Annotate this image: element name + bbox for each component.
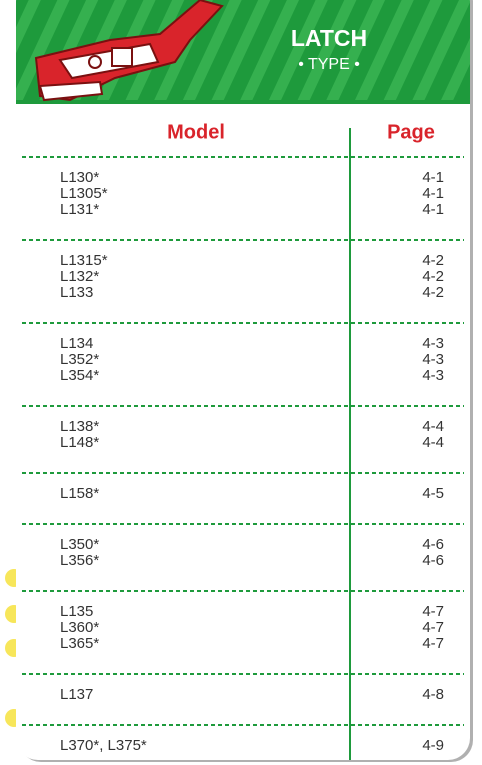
page-cell: 4-9 [422,737,444,754]
model-cell: L135 [60,603,93,620]
page: LATCH • TYPE • Model Page L130* 4-1 L1305*… [0,0,482,765]
page-cell: 4-1 [422,201,444,218]
model-cell: L130* [60,169,99,186]
model-cell: L1315* [60,252,108,269]
page-cell: 4-2 [422,252,444,269]
page-cell: 4-4 [422,418,444,435]
model-cell: L360* [60,619,99,636]
model-cell: L350* [60,536,99,553]
page-cell: 4-6 [422,536,444,553]
model-cell: L370*, L375* [60,737,147,754]
page-cell: 4-4 [422,434,444,451]
model-cell: L365* [60,635,99,652]
page-cell: 4-1 [422,169,444,186]
page-cell: 4-3 [422,335,444,352]
model-cell: L352* [60,351,99,368]
model-cell: L138* [60,418,99,435]
model-cell: L131* [60,201,99,218]
page-cell: 4-7 [422,635,444,652]
page-cell: 4-6 [422,552,444,569]
model-cell: L158* [60,485,99,502]
model-cell: L356* [60,552,99,569]
page-cell: 4-3 [422,351,444,368]
page-cell: 4-2 [422,268,444,285]
header-subtitle: • TYPE • [298,56,360,73]
page-cell: 4-8 [422,686,444,703]
header-title: LATCH [291,25,367,51]
page-cell: 4-2 [422,284,444,301]
model-cell: L137 [60,686,93,703]
model-cell: L1305* [60,185,108,202]
model-cell: L354* [60,367,99,384]
header-edge [0,100,482,104]
page-cell: 4-7 [422,603,444,620]
page-cell: 4-3 [422,367,444,384]
model-cell: L133 [60,284,93,301]
page-cell: 4-1 [422,185,444,202]
model-cell: L134 [60,335,93,352]
model-cell: L148* [60,434,99,451]
model-cell: L132* [60,268,99,285]
page-cell: 4-7 [422,619,444,636]
column-header: Page [387,121,435,143]
page-cell: 4-5 [422,485,444,502]
column-header: Model [167,121,225,143]
